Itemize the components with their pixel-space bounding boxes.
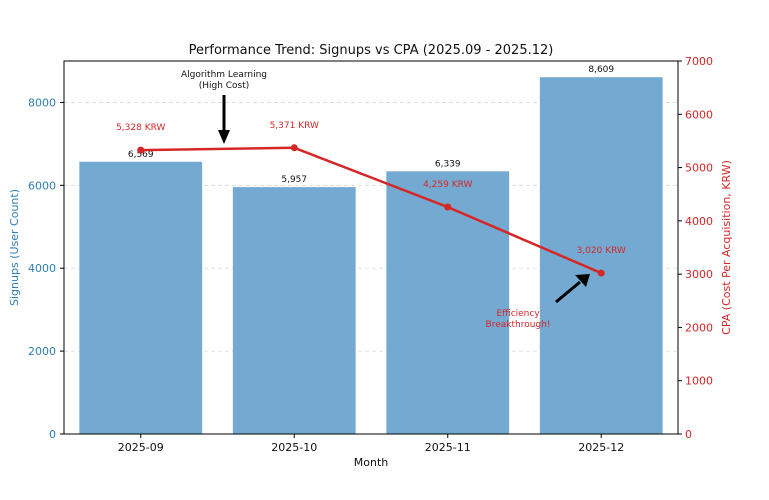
cpa-labels: 5,328 KRW 5,371 KRW 4,259 KRW 3,020 KRW bbox=[116, 121, 626, 256]
right-tick-label: 3000 bbox=[685, 268, 713, 281]
cpa-point-2025-10 bbox=[290, 144, 298, 152]
left-axis-ticks: 0 2000 4000 6000 8000 bbox=[28, 96, 64, 441]
right-tick-label: 5000 bbox=[685, 162, 713, 175]
annotation-arrow-down-head bbox=[218, 130, 230, 144]
cpa-value-label: 3,020 KRW bbox=[577, 246, 626, 256]
cpa-value-label: 4,259 KRW bbox=[423, 180, 472, 190]
chart-title: Performance Trend: Signups vs CPA (2025.… bbox=[189, 43, 554, 58]
annotation-arrow-up-head bbox=[575, 274, 590, 287]
left-tick-label: 4000 bbox=[28, 262, 56, 275]
annotations: Algorithm Learning (High Cost) Efficienc… bbox=[181, 70, 590, 330]
cpa-series bbox=[137, 144, 605, 277]
right-tick-label: 0 bbox=[685, 428, 692, 441]
cpa-point-2025-09 bbox=[137, 146, 145, 154]
right-tick-label: 4000 bbox=[685, 215, 713, 228]
right-axis-label: CPA (Cost Per Acquisition, KRW) bbox=[720, 160, 733, 335]
cpa-value-label: 5,328 KRW bbox=[116, 123, 165, 133]
bar-value-label: 6,569 bbox=[128, 150, 154, 160]
left-tick-label: 0 bbox=[49, 428, 56, 441]
right-tick-label: 2000 bbox=[685, 321, 713, 334]
right-tick-label: 6000 bbox=[685, 108, 713, 121]
x-tick-label: 2025-11 bbox=[425, 441, 471, 454]
bar-value-label: 8,609 bbox=[588, 65, 614, 75]
x-axis-ticks: 2025-09 2025-10 2025-11 2025-12 bbox=[118, 434, 624, 454]
bar-series bbox=[79, 77, 663, 435]
right-tick-label: 1000 bbox=[685, 375, 713, 388]
annotation-arrow-up-shaft bbox=[555, 280, 581, 304]
x-tick-label: 2025-10 bbox=[271, 441, 317, 454]
left-tick-label: 8000 bbox=[28, 96, 56, 109]
annotation-efficiency-line1: Efficiency bbox=[496, 309, 540, 319]
left-tick-label: 6000 bbox=[28, 179, 56, 192]
bar-2025-10 bbox=[232, 187, 356, 434]
right-tick-label: 7000 bbox=[685, 55, 713, 68]
cpa-line bbox=[140, 146, 602, 275]
x-axis-label: Month bbox=[354, 456, 389, 469]
annotation-algorithm-learning-line1: Algorithm Learning bbox=[181, 70, 267, 80]
annotation-algorithm-learning-line2: (High Cost) bbox=[199, 81, 250, 91]
bar-labels: 6,569 5,957 6,339 8,609 bbox=[128, 65, 615, 185]
right-axis-ticks: 0 1000 2000 3000 4000 5000 6000 7000 bbox=[678, 55, 713, 441]
plot-frame bbox=[63, 60, 679, 435]
x-tick-label: 2025-09 bbox=[118, 441, 164, 454]
cpa-value-label: 5,371 KRW bbox=[270, 121, 319, 131]
bar-2025-09 bbox=[79, 161, 203, 434]
annotation-efficiency-line2: Breakthrough! bbox=[486, 320, 551, 330]
cpa-point-2025-11 bbox=[444, 203, 452, 211]
bar-value-label: 6,339 bbox=[435, 159, 461, 169]
bar-value-label: 5,957 bbox=[281, 175, 307, 185]
x-tick-label: 2025-12 bbox=[578, 441, 624, 454]
bar-2025-11 bbox=[386, 171, 510, 434]
left-tick-label: 2000 bbox=[28, 345, 56, 358]
left-axis-label: Signups (User Count) bbox=[8, 189, 21, 306]
cpa-point-2025-12 bbox=[597, 269, 605, 277]
